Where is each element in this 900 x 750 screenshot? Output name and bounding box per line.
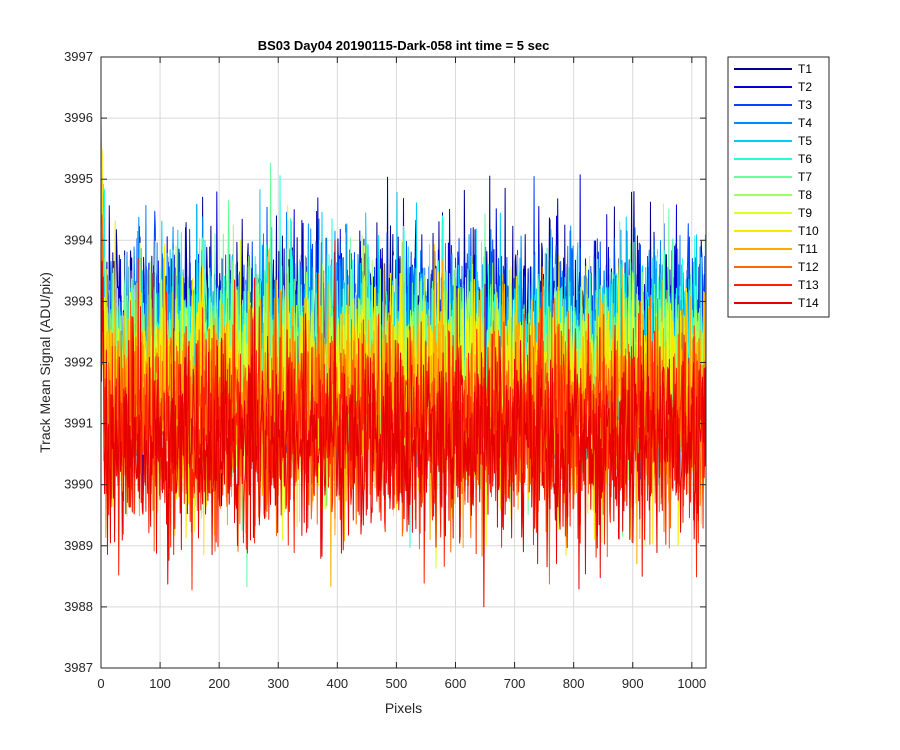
legend-label-T12: T12 xyxy=(798,260,819,274)
legend-label-T14: T14 xyxy=(798,296,819,310)
legend: T1 T2 T3 T4 T5 T6 T7 T8 T9 T10 T11 T12 T13 T14 xyxy=(727,56,830,318)
y-tick-label: 3993 xyxy=(64,293,93,308)
legend-label-T9: T9 xyxy=(798,206,812,220)
x-tick-label: 100 xyxy=(149,676,171,691)
legend-label-T2: T2 xyxy=(798,80,812,94)
legend-label-T7: T7 xyxy=(798,170,812,184)
x-tick-label: 500 xyxy=(386,676,408,691)
x-tick-label: 300 xyxy=(267,676,289,691)
x-tick-label: 700 xyxy=(504,676,526,691)
y-axis-label: Track Mean Signal (ADU/pix) xyxy=(37,272,53,453)
y-tick-label: 3994 xyxy=(64,232,93,247)
x-axis-label: Pixels xyxy=(385,700,422,716)
y-tick-label: 3995 xyxy=(64,171,93,186)
x-tick-label: 0 xyxy=(97,676,104,691)
x-tick-label: 400 xyxy=(326,676,348,691)
y-tick-label: 3996 xyxy=(64,110,93,125)
y-tick-label: 3988 xyxy=(64,599,93,614)
chart-title: BS03 Day04 20190115-Dark-058 int time = … xyxy=(258,38,550,53)
legend-label-T6: T6 xyxy=(798,152,812,166)
x-tick-label: 600 xyxy=(445,676,467,691)
x-tick-label: 200 xyxy=(208,676,230,691)
legend-label-T13: T13 xyxy=(798,278,819,292)
legend-label-T10: T10 xyxy=(798,224,819,238)
x-tick-label: 1000 xyxy=(677,676,706,691)
y-tick-label: 3990 xyxy=(64,477,93,492)
y-tick-label: 3997 xyxy=(64,49,93,64)
y-tick-label: 3987 xyxy=(64,660,93,675)
x-tick-label: 900 xyxy=(622,676,644,691)
legend-label-T8: T8 xyxy=(798,188,812,202)
x-tick-label: 800 xyxy=(563,676,585,691)
y-tick-label: 3992 xyxy=(64,355,93,370)
legend-label-T4: T4 xyxy=(798,116,812,130)
y-tick-label: 3989 xyxy=(64,538,93,553)
legend-label-T1: T1 xyxy=(798,62,812,76)
legend-label-T5: T5 xyxy=(798,134,812,148)
data-layer xyxy=(100,115,706,608)
series-line-T14 xyxy=(100,240,706,608)
legend-box xyxy=(727,56,830,318)
legend-label-T11: T11 xyxy=(798,242,818,256)
axes-layer: 0 100 200 300 400 500 600 700 800 900 1000 3987 3988… xyxy=(64,49,707,691)
legend-label-T3: T3 xyxy=(798,98,812,112)
y-tick-label: 3991 xyxy=(64,416,93,431)
